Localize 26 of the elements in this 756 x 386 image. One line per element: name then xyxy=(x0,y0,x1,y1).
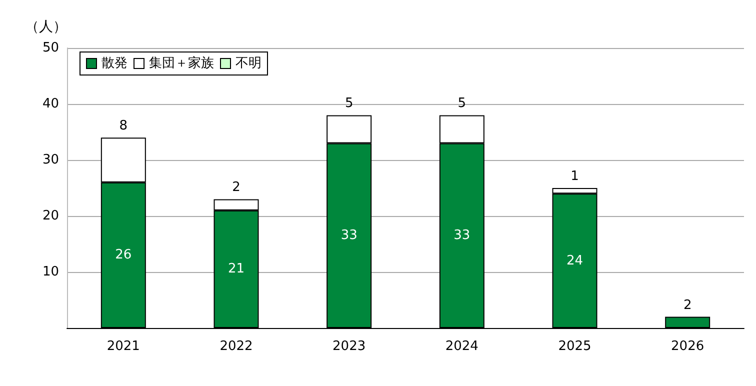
data-label: 8 xyxy=(119,118,128,134)
x-tick-label: 2023 xyxy=(332,339,366,354)
x-tick-label: 2024 xyxy=(445,339,478,354)
y-tick-label: 10 xyxy=(42,264,59,280)
y-axis-title: （人） xyxy=(25,19,67,35)
data-label: 2 xyxy=(683,298,692,313)
legend-label: 集団＋家族 xyxy=(149,55,214,71)
data-label: 24 xyxy=(566,253,584,268)
x-tick-label: 2022 xyxy=(220,339,253,354)
y-tick-label: 20 xyxy=(42,208,59,224)
data-label: 2 xyxy=(232,180,240,196)
data-label: 5 xyxy=(458,96,466,112)
x-tick-label: 2026 xyxy=(671,339,704,354)
data-label: 5 xyxy=(344,96,354,112)
data-label: 21 xyxy=(228,262,245,277)
x-tick-label: 2021 xyxy=(106,339,140,354)
y-tick-label: 40 xyxy=(42,96,59,112)
data-label: 1 xyxy=(570,169,579,184)
y-tick-label: 50 xyxy=(42,40,59,56)
y-tick-label: 30 xyxy=(42,152,59,168)
data-label: 33 xyxy=(340,228,358,244)
data-label: 33 xyxy=(454,228,470,244)
data-label: 26 xyxy=(115,248,132,263)
legend-label: 不明 xyxy=(236,56,262,71)
x-tick-label: 2025 xyxy=(558,339,592,354)
legend-label: 散発 xyxy=(102,56,128,71)
